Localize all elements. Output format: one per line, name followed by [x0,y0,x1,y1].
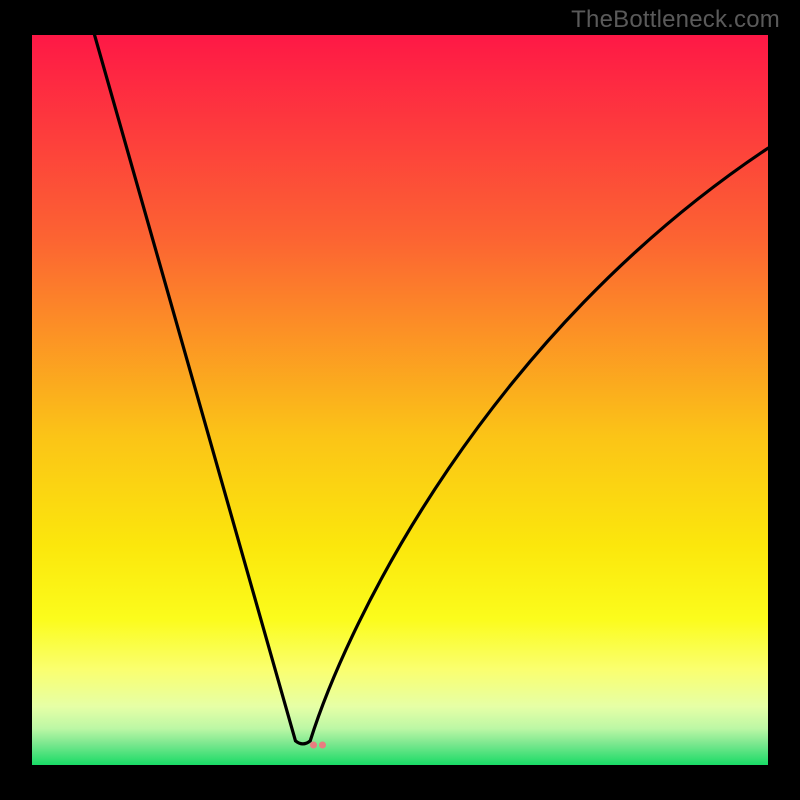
optimum-marker [310,741,326,748]
marker-dot [319,741,326,748]
bottleneck-curve [32,35,768,765]
marker-dot [310,741,317,748]
chart-root: TheBottleneck.com [0,0,800,800]
plot-area [32,35,768,765]
watermark-text: TheBottleneck.com [571,6,780,34]
